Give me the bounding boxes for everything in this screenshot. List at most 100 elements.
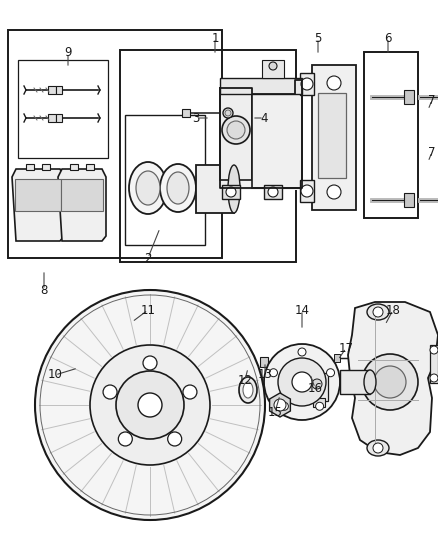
Bar [61,179,103,212]
Text: 3: 3 [192,111,200,125]
Ellipse shape [129,162,167,214]
Circle shape [373,443,383,453]
Circle shape [327,369,335,377]
Bar [220,80,300,190]
Bar [334,354,340,362]
Ellipse shape [227,121,245,139]
Bar [260,357,268,367]
Circle shape [35,290,265,520]
Circle shape [268,187,278,197]
Circle shape [143,356,157,370]
Bar [48,114,56,122]
Ellipse shape [239,377,257,403]
Circle shape [264,344,340,420]
Bar [56,114,62,122]
Polygon shape [12,169,64,241]
Bar [26,164,34,170]
Circle shape [430,374,438,382]
Circle shape [138,393,162,417]
Bar [220,88,252,180]
Circle shape [226,187,236,197]
Circle shape [301,185,313,197]
Circle shape [316,402,324,410]
Bar [313,398,325,407]
Bar [15,179,61,212]
Bar [340,370,370,394]
Bar [220,78,302,94]
Circle shape [327,185,341,199]
Ellipse shape [367,304,389,320]
Ellipse shape [160,164,196,212]
Circle shape [301,78,313,90]
Ellipse shape [243,382,253,398]
Text: 12: 12 [237,374,252,386]
Ellipse shape [223,108,233,118]
Text: 7: 7 [428,146,436,158]
Circle shape [269,62,277,70]
Text: 10: 10 [48,368,63,382]
Bar [125,115,205,245]
Text: 7: 7 [428,93,436,107]
Bar [404,90,414,104]
Text: 5: 5 [314,31,321,44]
Text: 14: 14 [294,303,310,317]
Ellipse shape [167,172,189,204]
Bar [310,373,328,401]
Polygon shape [348,302,438,455]
Bar [222,185,240,199]
Bar [318,93,346,178]
Circle shape [168,432,182,446]
Circle shape [103,385,117,399]
Polygon shape [270,393,290,417]
Polygon shape [58,169,106,241]
Circle shape [278,358,326,406]
Bar [42,164,50,170]
Ellipse shape [364,370,376,394]
Text: 1: 1 [211,31,219,44]
Ellipse shape [225,110,231,116]
Circle shape [269,369,277,377]
Circle shape [298,348,306,356]
Bar [86,164,94,170]
Circle shape [373,307,383,317]
Circle shape [430,346,438,354]
Text: 13: 13 [258,368,272,382]
Text: 16: 16 [307,382,322,394]
Bar [364,52,418,218]
Text: 8: 8 [40,284,48,296]
Ellipse shape [222,116,250,144]
Bar [56,86,62,94]
Bar [18,60,108,158]
Bar [120,50,296,262]
Text: 11: 11 [141,303,155,317]
Bar [430,345,438,383]
Text: 17: 17 [339,342,353,354]
Circle shape [374,366,406,398]
Bar [48,86,56,94]
Ellipse shape [136,171,160,205]
Circle shape [280,402,288,410]
Bar [252,80,302,188]
Bar [300,73,314,95]
Ellipse shape [367,440,389,456]
Bar [264,185,282,199]
Circle shape [362,354,418,410]
Circle shape [327,76,341,90]
Bar [196,165,234,213]
Bar [8,30,222,258]
Circle shape [292,372,312,392]
Text: 18: 18 [385,303,400,317]
Bar [70,164,78,170]
Ellipse shape [228,165,240,213]
Circle shape [118,432,132,446]
Text: 15: 15 [268,406,283,418]
Circle shape [90,345,210,465]
Text: 9: 9 [64,46,72,60]
Bar [182,109,190,117]
Bar [262,60,284,78]
Bar [312,65,356,210]
Circle shape [312,379,322,389]
Circle shape [183,385,197,399]
Bar [300,180,314,202]
Text: 6: 6 [384,31,392,44]
